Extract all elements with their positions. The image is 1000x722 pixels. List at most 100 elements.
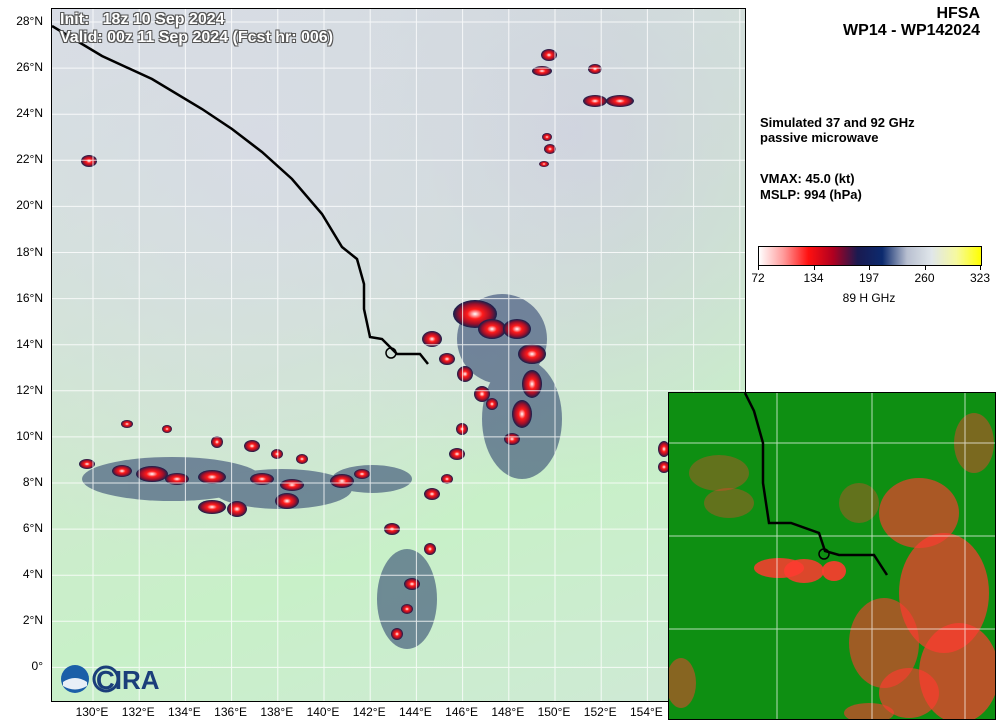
convective-cell [457,366,473,382]
convective-cell [539,161,549,167]
convective-cell [244,440,260,452]
convective-cell [391,628,403,640]
latitude-label: 0° [31,659,43,674]
cira-logo: CIRA [60,662,170,696]
longitude-label: 146°E [445,705,479,719]
convective-cell [250,473,274,485]
convective-cell [544,144,556,154]
convective-cell [522,370,542,398]
convective-cell [474,386,490,402]
convective-cell [439,353,455,365]
convective-cell [112,465,132,477]
convective-cell [198,500,226,514]
colorbar-tickmark [813,265,815,270]
longitude-label: 150°E [537,705,571,719]
convective-cell [227,501,247,517]
convective-cell [81,155,97,167]
convective-cell [478,319,506,339]
convective-cell [518,344,546,364]
latitude-label: 24°N [16,106,43,121]
convective-cell [198,470,226,484]
longitude-label: 132°E [121,705,155,719]
inset-convective-area [899,533,989,653]
longitude-label: 154°E [629,705,663,719]
convective-cell [606,95,634,107]
latitude-label: 4°N [22,567,43,582]
inset-convective-area [669,658,696,708]
latitude-label: 2°N [22,613,43,628]
colorbar-tick-label: 323 [969,271,991,285]
convective-cell [330,474,354,488]
latitude-label: 8°N [22,475,43,489]
convective-cell [275,493,299,509]
convective-cell [424,488,440,500]
convective-cell [541,49,557,61]
convective-cell [486,398,498,410]
inset-convective-area [844,703,894,719]
convective-cell [512,400,532,428]
longitude-label: 142°E [352,705,386,719]
inset-map [668,392,996,720]
convective-cell [532,66,552,76]
convective-cell [449,448,465,460]
latitude-label: 16°N [16,290,43,305]
colorbar-tickmark [758,265,759,270]
latitude-label: 6°N [22,521,43,536]
colorbar-tickmark [869,265,870,270]
convective-cell [658,441,670,457]
colorbar-label: 89 H GHz [842,291,896,305]
colorbar [758,246,982,266]
convective-cell [401,604,413,614]
convective-cell [542,133,552,141]
latitude-label: 22°N [16,152,43,167]
convective-cell [658,461,670,473]
latitude-label: 28°N [16,14,43,28]
mslp-readout: MSLP: 994 (hPa) [760,187,862,202]
inset-convective-area [704,488,754,518]
convective-cell [424,543,436,555]
latitude-label: 20°N [16,198,43,213]
inset-gridlines [669,393,995,719]
convective-cell [422,331,442,347]
convective-cell [280,479,304,491]
model-name: HFSA [936,5,980,22]
convective-cell [165,473,189,485]
storm-center-marker [385,347,397,359]
convective-cell [404,578,420,590]
convective-cell [136,466,168,482]
valid-time: Valid: 00z 11 Sep 2024 (Fcst hr: 006) [60,29,334,46]
longitude-label: 152°E [583,705,617,719]
convective-cell [583,95,607,107]
inset-storm-track [743,393,889,576]
convective-cell [588,64,602,74]
storm-id: WP14 - WP142024 [843,22,980,39]
convective-cell [211,436,223,448]
storm-track [52,24,429,365]
inset-convective-area [879,478,959,548]
latitude-label: 12°N [16,382,43,397]
colorbar-tick-label: 72 [751,271,765,285]
inset-convection [669,413,995,719]
product-line1: Simulated 37 and 92 GHz [760,115,915,130]
convective-cell [441,474,453,484]
colorbar-tick-label: 260 [914,271,935,285]
convective-cell [503,319,531,339]
convective-cell [162,425,172,433]
latitude-label: 10°N [16,428,43,443]
inset-layer [669,393,995,719]
inset-convective-area [784,559,824,583]
convective-cell [271,449,283,459]
longitude-label: 134°E [167,705,201,719]
convective-cell [79,459,95,469]
convective-cell [456,423,468,435]
latitude-label: 26°N [16,60,43,75]
latitude-label: 14°N [16,336,43,351]
colorbar-tick-label: 197 [858,271,880,285]
inset-convective-area [849,598,919,688]
latitude-label: 18°N [16,244,43,259]
inset-convective-area [879,668,939,718]
product-line2: passive microwave [760,130,879,145]
convective-cell [296,454,308,464]
longitude-label: 138°E [260,705,294,719]
convective-cell [121,420,133,428]
